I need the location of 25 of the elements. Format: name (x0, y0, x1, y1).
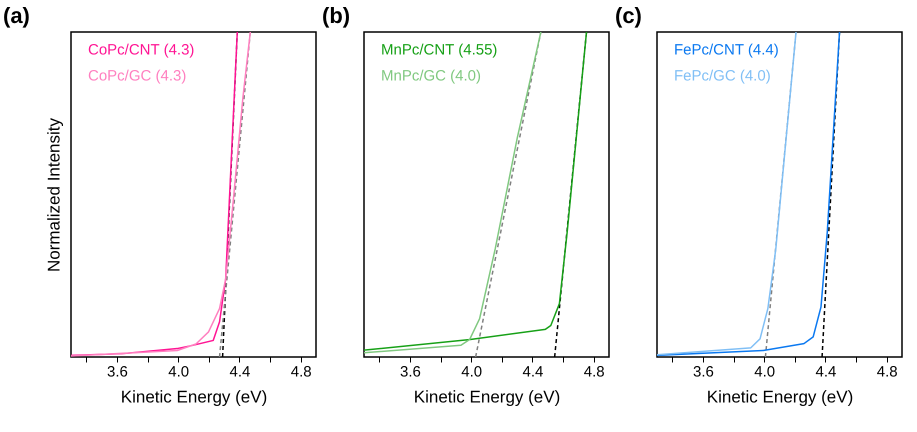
text: CoPc/CNT (4.3) (88, 42, 194, 58)
x-axis-title: Kinetic Energy (eV) (706, 388, 854, 406)
x-axis-title: Kinetic Energy (eV) (414, 388, 560, 406)
x-tick-label: 3.6 (400, 364, 421, 380)
text: FePc/CNT (4.4) (674, 42, 779, 58)
y-axis-title: Normalized Intensity (44, 118, 64, 272)
x-tick-label: 3.6 (107, 364, 128, 380)
text: MnPc/CNT (4.55) (381, 42, 498, 58)
x-tick-label: 4.8 (584, 364, 605, 380)
series-label: FePc/GC (4.0) (674, 68, 771, 84)
x-tick-label: 4.0 (754, 364, 776, 380)
x-tick-label: 3.6 (693, 364, 714, 380)
text: CoPc/GC (4.3) (88, 68, 186, 84)
x-axis-title: Kinetic Energy (eV) (120, 388, 268, 406)
chart-title: (b) (322, 3, 350, 28)
chart-title: (a) (3, 3, 30, 28)
x-tick-label: 4.0 (168, 364, 190, 380)
x-tick-label: 4.4 (230, 364, 250, 380)
x-tick-label: 4.4 (522, 364, 544, 380)
chart-title: (c) (615, 3, 642, 28)
x-tick-label: 4.4 (816, 364, 836, 380)
x-tick-label: 4.8 (876, 364, 898, 380)
text: MnPc/GC (4.0) (381, 68, 482, 84)
x-tick-label: 4.0 (461, 364, 482, 380)
x-tick-label: 4.8 (290, 364, 312, 380)
